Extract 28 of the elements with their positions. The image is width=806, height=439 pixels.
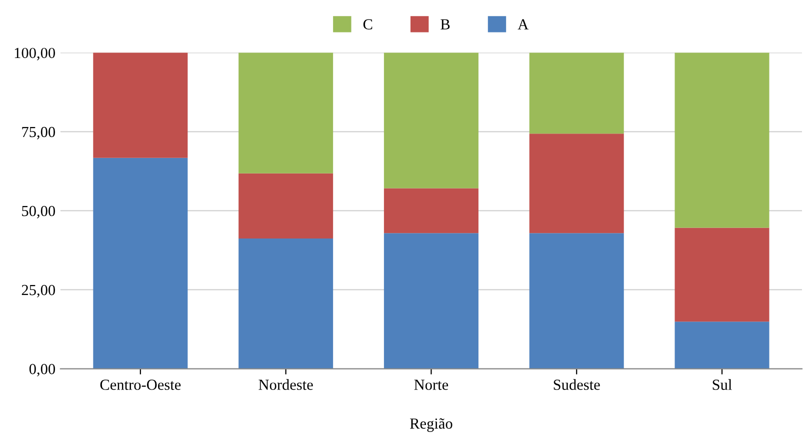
bar	[238, 173, 334, 239]
bar	[93, 52, 188, 158]
x-tick-label: Nordeste	[258, 379, 313, 390]
legend-label: B	[440, 19, 450, 30]
y-tick-label: 50,00	[22, 206, 56, 218]
bar	[384, 52, 478, 188]
bar	[529, 52, 624, 134]
y-tick-label: 75,00	[22, 126, 56, 140]
x-tick-label: Sudeste	[554, 379, 600, 390]
y-tick-label: 25,00	[22, 284, 56, 298]
bar	[384, 188, 478, 234]
y-tick-label: 100,00	[14, 48, 56, 60]
bar	[238, 238, 334, 369]
bar	[529, 134, 624, 234]
x-tick-label: Norte	[414, 380, 448, 390]
bar	[384, 233, 478, 369]
bar	[674, 228, 770, 322]
x-tick-label: Sul	[712, 379, 732, 390]
x-tick-label: Centro-Oeste	[100, 380, 181, 390]
x-axis-title: Região	[410, 418, 452, 432]
bar	[674, 322, 770, 369]
bar	[529, 233, 624, 369]
y-tick-label: 0,00	[29, 364, 56, 376]
bar	[238, 52, 334, 174]
bar	[93, 158, 188, 369]
bar	[674, 52, 770, 228]
legend-label: A	[518, 19, 529, 30]
legend-label: C	[363, 19, 372, 30]
